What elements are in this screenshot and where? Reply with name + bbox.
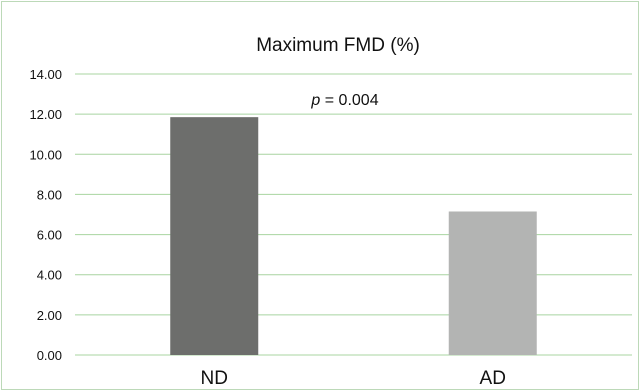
x-axis-tick-labels: ND AD [201,368,506,389]
bars [170,117,537,356]
y-tick-label: 6.00 [37,228,62,243]
y-tick-label: 4.00 [37,268,62,283]
x-tick-label: ND [201,368,228,389]
gridlines [75,73,632,356]
p-value-text: = 0.004 [320,92,378,109]
p-value-symbol: p [310,92,320,109]
y-tick-label: 0.00 [37,348,62,363]
y-axis-tick-labels: 0.00 2.00 4.00 6.00 8.00 10.00 12.00 14.00 [29,67,62,363]
p-value-annotation: p = 0.004 [310,92,378,109]
y-tick-label: 2.00 [37,308,62,323]
y-tick-label: 14.00 [29,67,62,82]
y-tick-label: 12.00 [29,107,62,122]
chart-title: Maximum FMD (%) [256,35,420,56]
bar-ad [448,211,537,355]
x-tick-label: AD [480,368,506,389]
y-tick-label: 10.00 [29,147,62,162]
bar-nd [170,117,259,356]
y-tick-label: 8.00 [37,187,62,202]
